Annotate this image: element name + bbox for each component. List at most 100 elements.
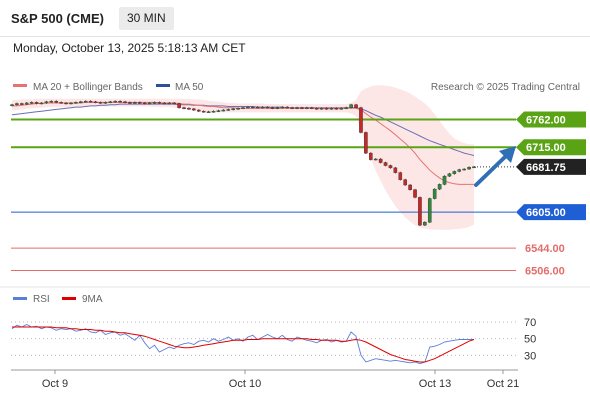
candle	[319, 107, 324, 110]
candle	[378, 158, 383, 164]
candle	[15, 102, 19, 106]
candle	[108, 100, 113, 104]
ma50-line	[11, 103, 475, 156]
candle	[432, 188, 437, 200]
candle	[49, 100, 54, 103]
candle	[64, 102, 68, 105]
candle	[427, 197, 432, 224]
candle	[113, 100, 118, 103]
candle	[142, 102, 147, 105]
candle	[368, 152, 373, 161]
level-label: 6544.00	[525, 243, 565, 255]
candle	[314, 107, 319, 110]
candle	[221, 109, 226, 112]
candle	[300, 106, 304, 110]
x-axis: Oct 9 Oct 10 Oct 13 Oct 21	[42, 370, 519, 390]
candle	[34, 101, 39, 105]
candle	[388, 164, 393, 169]
candle	[324, 107, 329, 110]
forecast-arrow	[474, 146, 516, 187]
candle	[349, 103, 353, 109]
candle	[295, 106, 299, 110]
chart-datetime: Monday, October 13, 2025 5:18:13 AM CET	[13, 41, 246, 55]
level-tag	[516, 111, 586, 128]
candle	[157, 101, 162, 104]
rsi-ma-legend-label: 9MA	[82, 294, 103, 305]
candle	[393, 166, 398, 174]
candles	[10, 100, 476, 226]
bollinger-bands	[12, 85, 474, 230]
candle	[334, 107, 339, 110]
candle	[172, 102, 176, 105]
candle	[20, 102, 24, 106]
candle	[226, 108, 231, 111]
x-tick-label: Oct 9	[42, 378, 68, 390]
x-tick-label: Oct 13	[419, 378, 451, 390]
candle	[408, 184, 412, 191]
x-tick-label: Oct 21	[487, 378, 519, 390]
ma50-legend-label: MA 50	[175, 82, 204, 93]
candle	[182, 106, 186, 110]
candle	[452, 170, 457, 175]
candle	[211, 110, 216, 113]
candle	[123, 100, 127, 104]
candle	[270, 106, 275, 110]
rsi-line	[11, 323, 474, 365]
candle	[398, 171, 403, 181]
candle	[167, 102, 172, 105]
candle	[290, 106, 294, 110]
candle	[373, 158, 378, 161]
candle	[251, 106, 255, 109]
arrow-head	[499, 146, 516, 163]
candle	[39, 102, 44, 105]
rsi-tick-label: 70	[524, 317, 536, 329]
candle	[265, 106, 270, 109]
candle	[423, 221, 427, 226]
candle	[10, 103, 14, 107]
candle	[44, 100, 49, 104]
chart-header: S&P 500 (CME) 30 MIN	[0, 0, 590, 37]
candle	[467, 166, 471, 170]
candle	[260, 106, 265, 109]
candle	[255, 106, 260, 109]
candle	[196, 109, 201, 113]
candle	[442, 175, 447, 186]
candle	[103, 101, 108, 104]
rsi-tick-label: 50	[524, 334, 536, 346]
candle	[93, 100, 98, 104]
candle	[98, 101, 103, 104]
candle	[344, 106, 349, 110]
level-label: 6506.00	[525, 266, 565, 278]
ma20-legend-label: MA 20 + Bollinger Bands	[33, 82, 143, 93]
candle	[118, 100, 122, 103]
level-label: 6605.00	[526, 207, 566, 219]
rsi-ma-line	[12, 326, 475, 363]
candle	[418, 196, 422, 226]
candle	[413, 188, 417, 199]
candle	[329, 107, 334, 110]
candle	[305, 106, 309, 110]
arrow-shaft	[474, 153, 509, 187]
candle	[128, 101, 132, 104]
instrument-title: S&P 500 (CME)	[11, 11, 104, 26]
candle	[364, 131, 368, 154]
last-price-tag	[516, 158, 586, 175]
interval-button[interactable]: 30 MIN	[119, 7, 174, 30]
candle	[24, 102, 29, 106]
candle	[310, 106, 314, 110]
candle	[354, 103, 358, 109]
level-label: 6762.00	[526, 114, 566, 126]
candle	[201, 110, 206, 113]
candle	[437, 183, 442, 190]
candle	[246, 106, 250, 109]
candle	[147, 102, 152, 105]
candle	[231, 107, 235, 111]
candle	[54, 100, 59, 104]
candle	[241, 106, 245, 110]
candle	[280, 106, 285, 109]
rsi-legend-swatch	[13, 297, 27, 300]
candle	[447, 172, 452, 178]
level-label: 6715.00	[526, 142, 566, 154]
candle	[177, 102, 181, 109]
